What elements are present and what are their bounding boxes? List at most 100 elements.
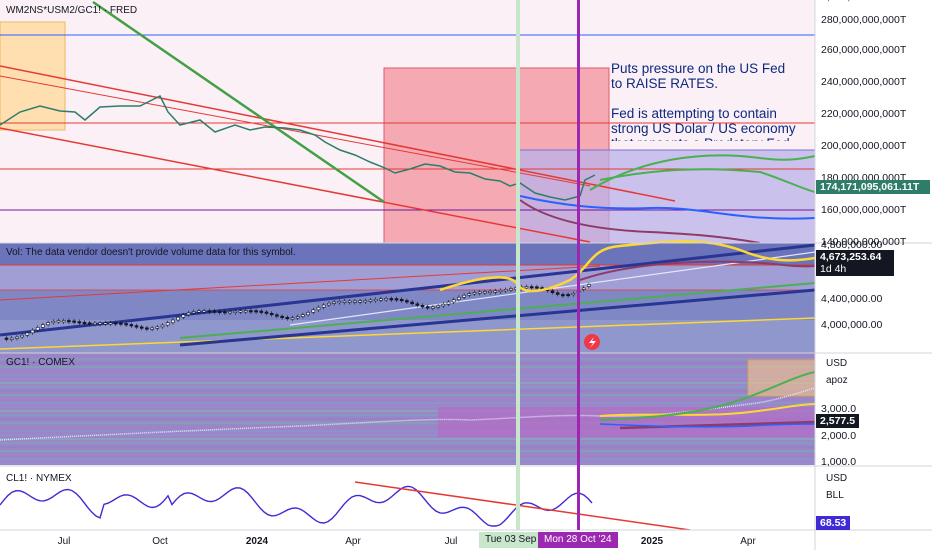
candle-body bbox=[467, 293, 472, 296]
pane2-maroon-projection bbox=[579, 260, 815, 281]
candle-body bbox=[311, 309, 316, 313]
candle-body bbox=[108, 322, 113, 325]
candle-body bbox=[145, 327, 149, 330]
candle-body bbox=[535, 286, 539, 289]
lightning-glyph bbox=[589, 337, 596, 348]
price-tick-label: 200,000,000,000T bbox=[821, 140, 907, 152]
candle-body bbox=[113, 322, 118, 325]
pane3-stripe bbox=[0, 462, 815, 465]
candle-body bbox=[488, 290, 492, 293]
candle-body bbox=[176, 316, 180, 321]
pane4-background bbox=[0, 467, 815, 530]
pane3-stripe bbox=[0, 438, 815, 441]
candle-body bbox=[306, 312, 310, 316]
candle-body bbox=[223, 311, 227, 314]
purple-box bbox=[517, 149, 815, 244]
candle-body bbox=[171, 319, 175, 324]
pane3-yellow-projection bbox=[599, 403, 815, 417]
pane4-unit: BLL bbox=[826, 490, 844, 501]
candle-body bbox=[82, 321, 87, 325]
candle-body bbox=[555, 292, 560, 295]
candle-body bbox=[150, 327, 154, 330]
time-tick-label: Jul bbox=[445, 536, 458, 547]
pane4-red-trendline bbox=[354, 481, 691, 530]
projection-green-2 bbox=[599, 168, 815, 193]
pane3-stripe bbox=[0, 386, 815, 389]
candle-body bbox=[197, 310, 201, 313]
candle-body bbox=[472, 292, 477, 295]
marker-green-vline bbox=[516, 0, 520, 530]
pane3-stripe bbox=[0, 430, 815, 433]
price-tick-label: 2,000.0 bbox=[821, 430, 856, 442]
candle-body bbox=[410, 301, 414, 305]
price-tick-label: 220,000,000,000T bbox=[821, 108, 907, 120]
candle-body bbox=[61, 320, 66, 323]
pane3-stripe bbox=[0, 374, 815, 377]
candle-body bbox=[342, 300, 347, 303]
candle-body bbox=[275, 314, 279, 317]
candle-body bbox=[228, 311, 232, 314]
pane2-last-value-tag: 4,673,253.64 1d 4h bbox=[816, 250, 894, 276]
pane2-green-line bbox=[179, 282, 815, 339]
pane3-stripe bbox=[0, 406, 815, 409]
projection-maroon bbox=[519, 199, 761, 244]
candle-body bbox=[72, 320, 76, 323]
price-tick-label: 280,000,000,000T bbox=[821, 14, 907, 26]
pane2-yellow-line bbox=[0, 317, 815, 350]
pane3-stripe bbox=[0, 446, 815, 449]
pane3-stripe bbox=[0, 422, 815, 425]
candle-body bbox=[119, 322, 123, 325]
candle-body bbox=[581, 287, 586, 290]
candlestick-series bbox=[4, 282, 591, 342]
candle-body bbox=[503, 289, 508, 292]
candle-body bbox=[87, 322, 92, 325]
candle-body bbox=[254, 310, 258, 313]
price-tick-label: 4,000,000.00 bbox=[821, 319, 882, 331]
pane3-stripe bbox=[0, 394, 815, 397]
candle-body bbox=[93, 322, 97, 325]
candle-body bbox=[269, 312, 274, 316]
candle-body bbox=[561, 294, 565, 297]
pane2-channel-top bbox=[0, 243, 815, 337]
time-tick-label: 2025 bbox=[641, 536, 664, 547]
candle-body bbox=[477, 291, 482, 294]
time-tick-label: Apr bbox=[345, 536, 361, 547]
price-tick-label: 160,000,000,000T bbox=[821, 204, 907, 216]
candle-body bbox=[202, 310, 206, 313]
candle-body bbox=[327, 302, 331, 306]
candle-body bbox=[20, 334, 24, 338]
candle-body bbox=[290, 317, 295, 320]
candle-body bbox=[316, 306, 321, 311]
ratio-line bbox=[0, 94, 596, 201]
candle-body bbox=[332, 301, 336, 304]
pane3-stripe bbox=[0, 362, 815, 365]
candle-body bbox=[389, 298, 394, 301]
candle-body bbox=[384, 298, 388, 301]
candle-body bbox=[259, 310, 264, 313]
pane2-title: Vol: The data vendor doesn't provide vol… bbox=[6, 247, 296, 258]
pane3-stripe bbox=[0, 410, 815, 413]
candle-body bbox=[337, 300, 342, 304]
pane3-stripe bbox=[0, 454, 815, 457]
pane3-stripe bbox=[0, 382, 815, 385]
pane2-yellow-projection bbox=[439, 240, 815, 293]
pane3-currency: USD bbox=[826, 358, 848, 369]
candle-body bbox=[264, 311, 269, 314]
candle-body bbox=[77, 321, 82, 324]
candle-body bbox=[301, 314, 305, 317]
pane3-orange-box bbox=[747, 359, 815, 397]
annotation-note[interactable]: Puts pressure on the US Fed to RAISE RAT… bbox=[611, 61, 796, 141]
candle-body bbox=[457, 296, 461, 300]
candle-body bbox=[524, 286, 529, 289]
candle-body bbox=[436, 305, 440, 308]
candle-body bbox=[399, 298, 404, 302]
candle-body bbox=[566, 293, 570, 297]
candle-body bbox=[15, 336, 19, 339]
pane3-title: GC1! · COMEX bbox=[6, 357, 75, 368]
price-tick-label: 140,000,000,000T bbox=[821, 236, 907, 248]
pane1-title: WM2NS*USM2/GC1! · FRED bbox=[6, 5, 138, 16]
candle-body bbox=[46, 322, 50, 326]
pane1-last-value-tag: 174,171,095,061.11T bbox=[816, 180, 930, 194]
